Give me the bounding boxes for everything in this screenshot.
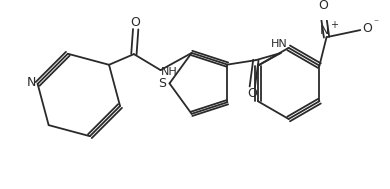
Text: O: O — [363, 22, 372, 35]
Text: HN: HN — [271, 39, 287, 49]
Text: S: S — [158, 77, 167, 90]
Text: O: O — [131, 16, 141, 29]
Text: NH: NH — [161, 67, 178, 77]
Text: ⁻: ⁻ — [373, 18, 378, 28]
Text: N: N — [320, 24, 330, 36]
Text: O: O — [247, 88, 257, 100]
Text: +: + — [330, 20, 338, 30]
Text: N: N — [27, 76, 36, 89]
Text: O: O — [318, 0, 328, 12]
